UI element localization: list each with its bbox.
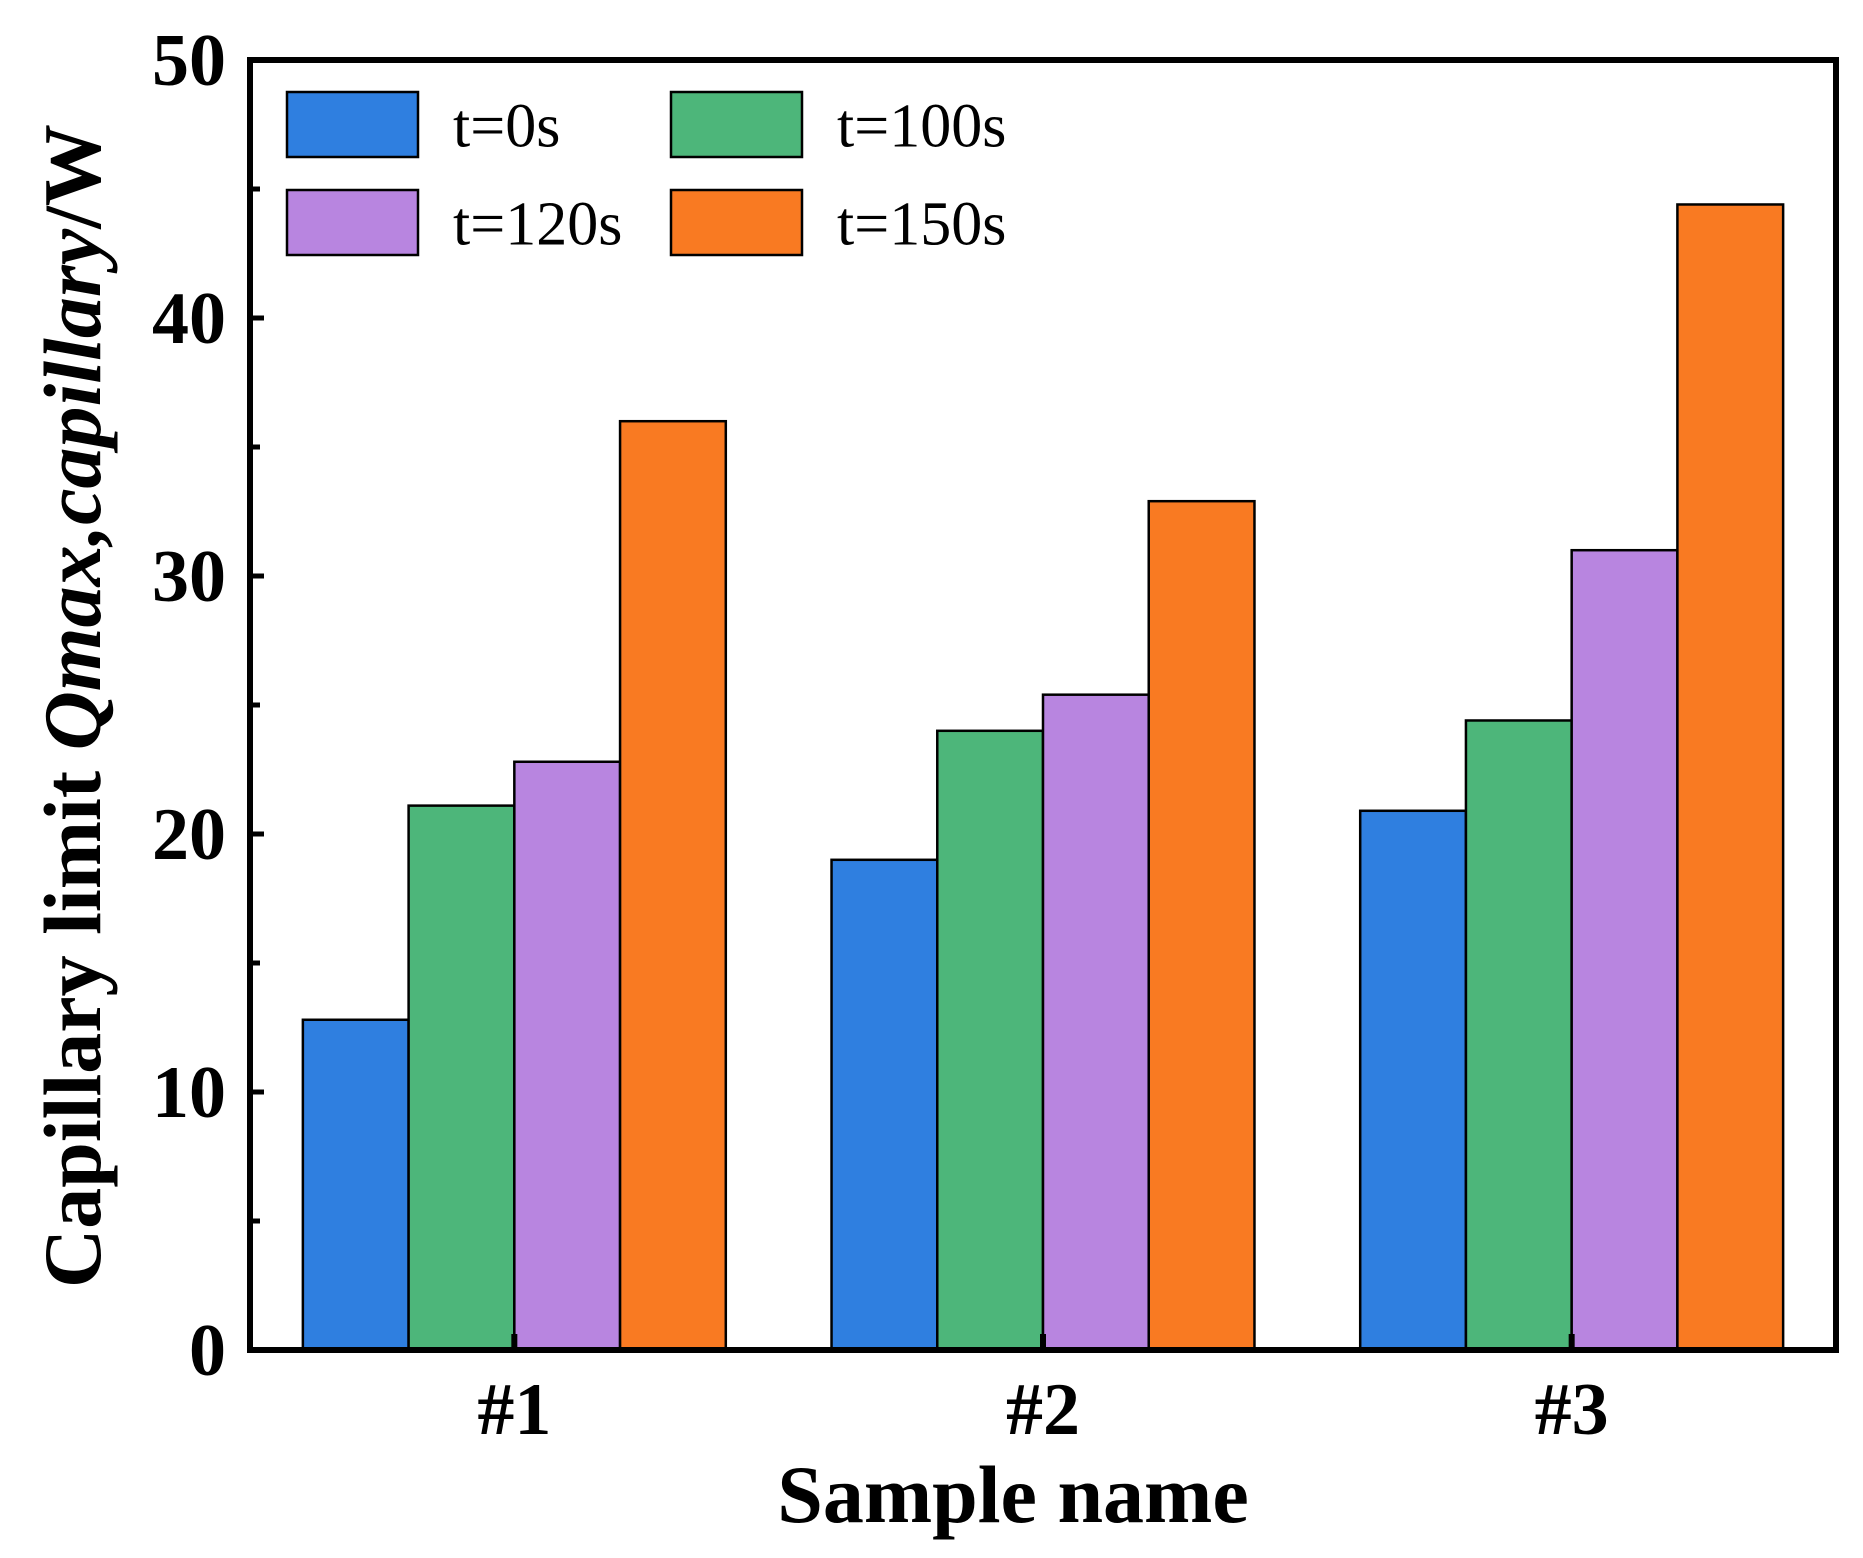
bar-3-t-100s — [1464, 719, 1573, 1352]
y-tick-label: 40 — [152, 278, 226, 360]
y-axis-title-quantity: Qmax,capillary — [27, 228, 118, 750]
legend-item-t-150s: t=150s — [669, 188, 1006, 259]
legend-item-t-120s: t=120s — [285, 188, 622, 259]
legend: t=0s t=100s t=120s t=150s — [285, 90, 1006, 259]
axis-ticks — [250, 57, 1575, 1353]
bar-3-t-120s — [1570, 548, 1679, 1352]
x-tick-label: #2 — [1006, 1369, 1080, 1451]
legend-label: t=150s — [837, 191, 1006, 259]
bar-1-t-100s — [407, 804, 516, 1352]
legend-swatch — [285, 188, 420, 257]
y-tick-label: 50 — [152, 20, 226, 102]
bar-2-t-100s — [936, 729, 1045, 1352]
legend-label: t=0s — [453, 93, 560, 161]
bar-1-t-0s — [301, 1018, 410, 1352]
y-tick-label: 20 — [152, 794, 226, 876]
y-axis-title-prefix: Capillary limit — [27, 750, 118, 1288]
legend-label: t=120s — [453, 191, 622, 259]
legend-item-t-0s: t=0s — [285, 90, 560, 161]
x-tick-label: #1 — [477, 1369, 551, 1451]
legend-label: t=100s — [837, 93, 1006, 161]
bar-2-t-150s — [1147, 499, 1256, 1352]
y-tick-labels: 0 10 20 30 40 50 — [152, 20, 226, 1392]
x-axis-title: Sample name — [777, 1449, 1249, 1540]
y-tick-label: 10 — [152, 1052, 226, 1134]
x-tick-label: #3 — [1535, 1369, 1609, 1451]
x-tick-labels: #1 #2 #3 — [477, 1369, 1608, 1451]
y-tick-label: 0 — [189, 1310, 226, 1392]
y-axis-title: Capillary limit Qmax,capillary/W — [27, 124, 118, 1288]
legend-swatch — [669, 188, 804, 257]
legend-swatch — [285, 90, 420, 159]
bar-1-t-120s — [513, 760, 622, 1352]
y-axis-title-unit: /W — [27, 124, 118, 230]
bar-2-t-0s — [830, 858, 939, 1352]
bar-3-t-150s — [1676, 203, 1785, 1352]
bar-2-t-120s — [1041, 693, 1150, 1352]
y-tick-label: 30 — [152, 536, 226, 618]
bar-1-t-150s — [618, 419, 728, 1352]
legend-swatch — [669, 90, 804, 159]
bars-group — [301, 203, 1785, 1352]
legend-item-t-100s: t=100s — [669, 90, 1006, 161]
bar-3-t-0s — [1358, 809, 1468, 1352]
